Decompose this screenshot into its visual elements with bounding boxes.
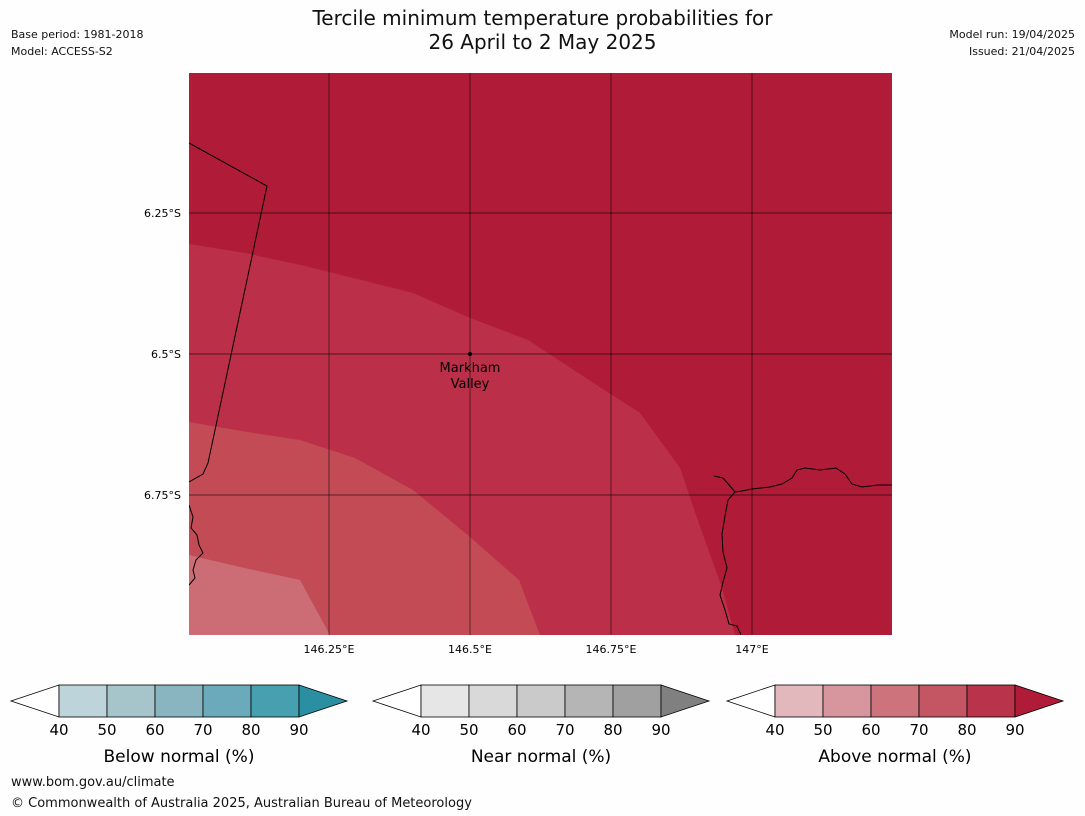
legend-near-normal-tick-80: 80 — [603, 721, 622, 739]
place-label-line-1: Markham — [440, 361, 501, 376]
lat-label-6-75: 6.75°S — [144, 489, 181, 502]
run-info: Model run: 19/04/2025 Issued: 21/04/2025 — [949, 26, 1075, 60]
legend-above-normal-tick-50: 50 — [813, 721, 832, 739]
probability-band-above-60-70 — [189, 555, 330, 635]
legend-above-normal-tick-70: 70 — [909, 721, 928, 739]
gridlines — [189, 73, 892, 635]
legend-near-normal-swatch-60-70 — [516, 684, 566, 718]
legend-above-normal-swatch-50-60 — [822, 684, 872, 718]
legend-near-normal-tick-50: 50 — [459, 721, 478, 739]
legend-below-normal-swatch-50-60 — [106, 684, 156, 718]
lon-label-147: 147°E — [735, 643, 768, 656]
legend-above-normal-tick-40: 40 — [765, 721, 784, 739]
title-line-2: 26 April to 2 May 2025 — [428, 30, 657, 54]
legend-near-normal-label: Near normal (%) — [471, 747, 611, 767]
legend-below-normal-tick-60: 60 — [145, 721, 164, 739]
chart-title: Tercile minimum temperature probabilitie… — [0, 6, 1085, 54]
river-coast-east — [719, 491, 742, 635]
legend-below-normal-swatch-80-90 — [250, 684, 300, 718]
model-info: Base period: 1981-2018 Model: ACCESS-S2 — [11, 26, 143, 60]
legend-below-normal-label: Below normal (%) — [104, 747, 255, 767]
legend-above-normal-swatch-80-90 — [966, 684, 1016, 718]
legend-above-normal-low-arrow — [725, 684, 776, 718]
longitude-labels: 146.25°E 146.5°E 146.75°E 147°E — [304, 643, 769, 656]
map-area — [189, 73, 892, 635]
legend-below-normal: 40 50 60 70 80 90 Below normal (%) — [9, 684, 349, 767]
legend-above-normal-tick-80: 80 — [957, 721, 976, 739]
legend-above-normal-high-arrow — [1014, 684, 1065, 718]
legend-below-normal-tick-80: 80 — [241, 721, 260, 739]
issued-text: Issued: 21/04/2025 — [968, 45, 1075, 58]
legend-above-normal-tick-90: 90 — [1005, 721, 1024, 739]
legend-above-normal-swatch-70-80 — [918, 684, 968, 718]
legend-below-normal-swatch-60-70 — [154, 684, 204, 718]
legend-near-normal-tick-90: 90 — [651, 721, 670, 739]
latitude-labels: 6.25°S 6.5°S 6.75°S — [144, 207, 181, 502]
legend-below-normal-tick-90: 90 — [289, 721, 308, 739]
title-line-1: Tercile minimum temperature probabilitie… — [312, 6, 773, 30]
lon-label-146-75: 146.75°E — [586, 643, 637, 656]
coastline-east — [713, 467, 892, 493]
legend-near-normal: 40 50 60 70 80 90 Near normal (%) — [371, 684, 711, 767]
legend-near-normal-swatch-40-50 — [420, 684, 470, 718]
place-label-line-2: Valley — [451, 377, 490, 392]
legend-above-normal: 40 50 60 70 80 90 Above normal (%) — [725, 684, 1065, 767]
lat-label-6-5: 6.5°S — [151, 348, 181, 361]
boundaries — [189, 142, 892, 635]
legend-near-normal-tick-40: 40 — [411, 721, 430, 739]
legend-near-normal-tick-60: 60 — [507, 721, 526, 739]
legend-below-normal-swatch-70-80 — [202, 684, 252, 718]
coastline-west — [189, 504, 204, 586]
lon-label-146-25: 146.25°E — [304, 643, 355, 656]
legend-near-normal-swatch-50-60 — [468, 684, 518, 718]
legend-below-normal-high-arrow — [298, 684, 349, 718]
provincial-boundary-line — [189, 142, 268, 483]
lat-label-6-25: 6.25°S — [144, 207, 181, 220]
location-marker-icon[interactable] — [468, 352, 472, 356]
lon-label-146-5: 146.5°E — [448, 643, 492, 656]
legend-near-normal-low-arrow — [371, 684, 422, 718]
legend-above-normal-tick-60: 60 — [861, 721, 880, 739]
legend-above-normal-label: Above normal (%) — [818, 747, 971, 767]
model-text: Model: ACCESS-S2 — [11, 45, 113, 58]
legend-below-normal-tick-40: 40 — [49, 721, 68, 739]
legend-above-normal-swatch-40-50 — [774, 684, 824, 718]
base-period-text: Base period: 1981-2018 — [11, 28, 144, 41]
legend-near-normal-swatch-80-90 — [612, 684, 662, 718]
copyright-text: © Commonwealth of Australia 2025, Austra… — [11, 796, 472, 811]
legend-above-normal-swatch-60-70 — [870, 684, 920, 718]
model-run-text: Model run: 19/04/2025 — [949, 28, 1075, 41]
legend-near-normal-high-arrow — [660, 684, 711, 718]
legend-near-normal-swatch-70-80 — [564, 684, 614, 718]
website-link[interactable]: www.bom.gov.au/climate — [11, 775, 175, 790]
legend-below-normal-swatch-40-50 — [58, 684, 108, 718]
legend-below-normal-tick-70: 70 — [193, 721, 212, 739]
legend-below-normal-tick-50: 50 — [97, 721, 116, 739]
legend-below-normal-low-arrow — [9, 684, 60, 718]
legend-near-normal-tick-70: 70 — [555, 721, 574, 739]
